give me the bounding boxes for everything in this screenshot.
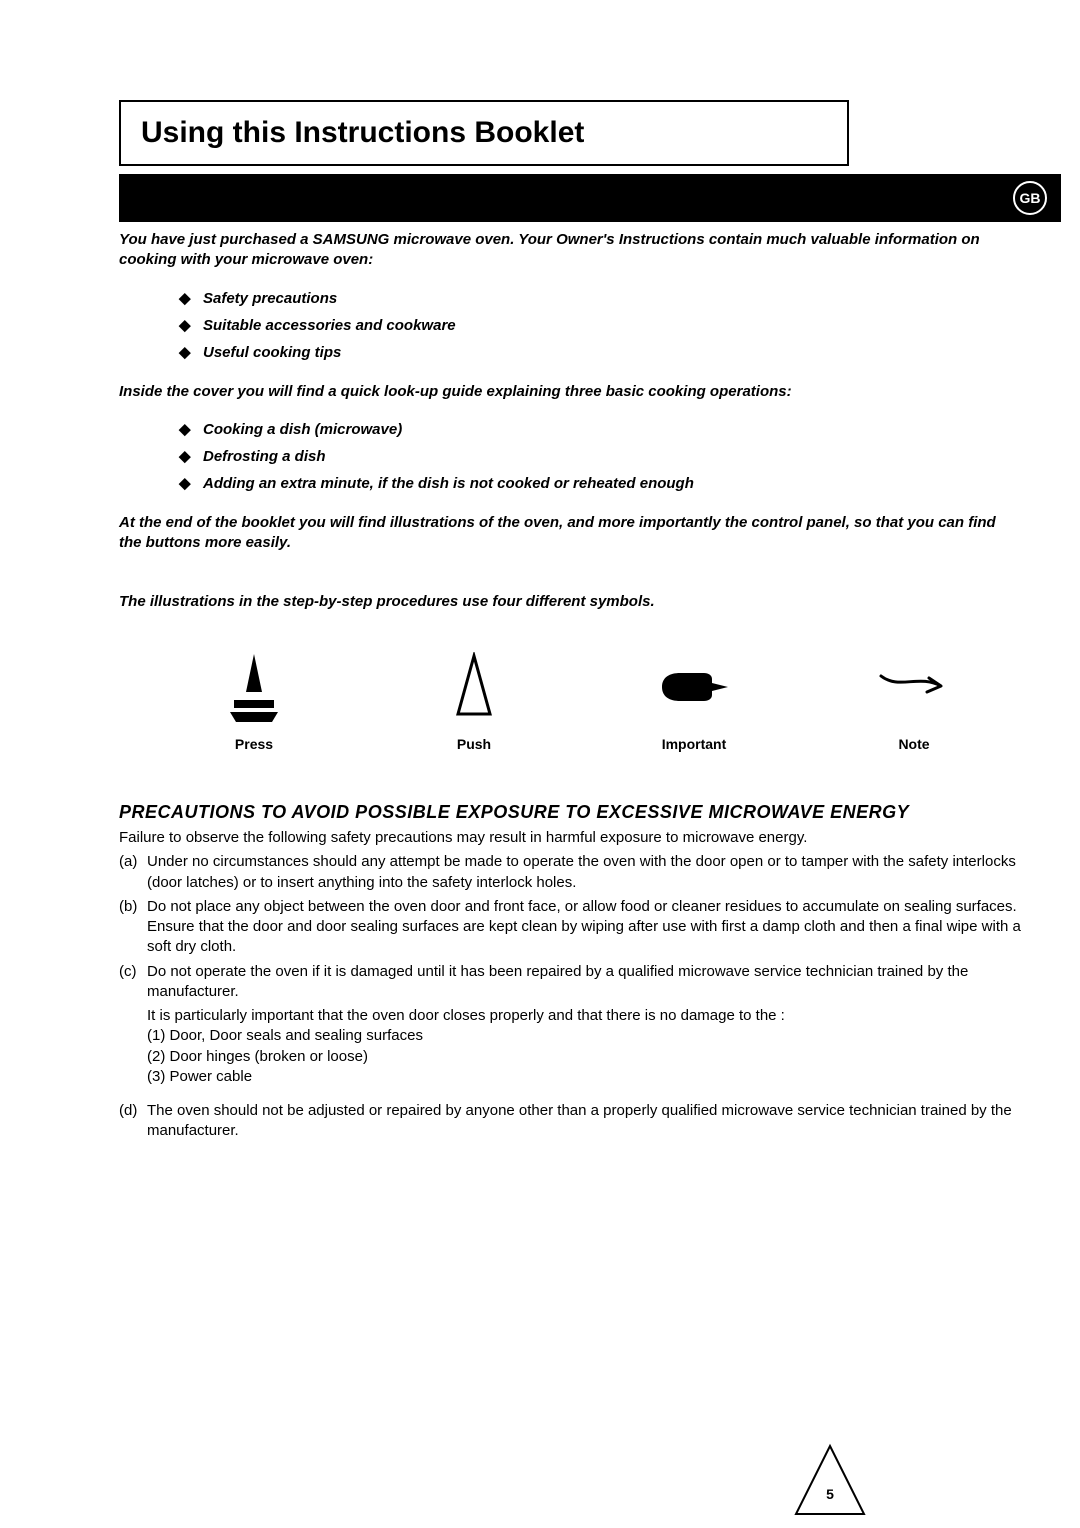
precaution-d-label: (d) (119, 1101, 147, 1142)
symbols-intro: The illustrations in the step-by-step pr… (119, 591, 1022, 612)
page-number-marker: 5 (790, 1440, 870, 1525)
precaution-c-label: (c) (119, 962, 147, 1088)
page-body: You have just purchased a SAMSUNG microw… (119, 100, 1022, 1146)
symbol-important-label: Important (662, 736, 727, 752)
bullet-cooking: Cooking a dish (microwave) (179, 416, 1022, 443)
precaution-c3: (3) Power cable (147, 1067, 1022, 1087)
bullet-safety: Safety precautions (179, 285, 1022, 312)
precaution-c1: (1) Door, Door seals and sealing surface… (147, 1026, 1022, 1046)
precaution-d-text: The oven should not be adjusted or repai… (147, 1101, 1022, 1142)
press-icon (224, 652, 284, 722)
important-icon (654, 652, 734, 722)
intro-paragraph: You have just purchased a SAMSUNG microw… (119, 230, 1022, 271)
symbol-push-label: Push (457, 736, 491, 752)
symbols-row: Press Push Important (199, 652, 1022, 752)
precaution-d: (d) The oven should not be adjusted or r… (119, 1101, 1022, 1142)
precaution-b-text: Do not place any object between the oven… (147, 897, 1022, 958)
precaution-c-important: It is particularly important that the ov… (147, 1006, 1022, 1026)
precaution-a-text: Under no circumstances should any attemp… (147, 852, 1022, 893)
end-of-booklet-line: At the end of the booklet you will find … (119, 513, 1022, 554)
precautions-heading: PRECAUTIONS TO AVOID POSSIBLE EXPOSURE T… (119, 802, 1022, 823)
precaution-b: (b) Do not place any object between the … (119, 897, 1022, 958)
precaution-a-label: (a) (119, 852, 147, 893)
precaution-c2: (2) Door hinges (broken or loose) (147, 1047, 1022, 1067)
symbol-important: Important (639, 652, 749, 752)
note-icon (879, 652, 949, 722)
cover-guide-line: Inside the cover you will find a quick l… (119, 382, 1022, 402)
precautions-intro-line: Failure to observe the following safety … (119, 829, 1022, 846)
bullet-defrosting: Defrosting a dish (179, 443, 1022, 470)
precaution-c-lead: Do not operate the oven if it is damaged… (147, 962, 1022, 1003)
symbol-note-label: Note (898, 736, 929, 752)
symbol-push: Push (419, 652, 529, 752)
bullet-extra-minute: Adding an extra minute, if the dish is n… (179, 470, 1022, 497)
symbol-note: Note (859, 652, 969, 752)
page-number: 5 (826, 1486, 834, 1502)
operations-bullet-list: Cooking a dish (microwave) Defrosting a … (179, 416, 1022, 497)
precaution-c: (c) Do not operate the oven if it is dam… (119, 962, 1022, 1088)
precaution-a: (a) Under no circumstances should any at… (119, 852, 1022, 893)
precaution-b-label: (b) (119, 897, 147, 958)
symbol-press: Press (199, 652, 309, 752)
bullet-accessories: Suitable accessories and cookware (179, 312, 1022, 339)
bullet-tips: Useful cooking tips (179, 339, 1022, 366)
intro-bullet-list: Safety precautions Suitable accessories … (179, 285, 1022, 366)
push-icon (444, 652, 504, 722)
symbol-press-label: Press (235, 736, 273, 752)
